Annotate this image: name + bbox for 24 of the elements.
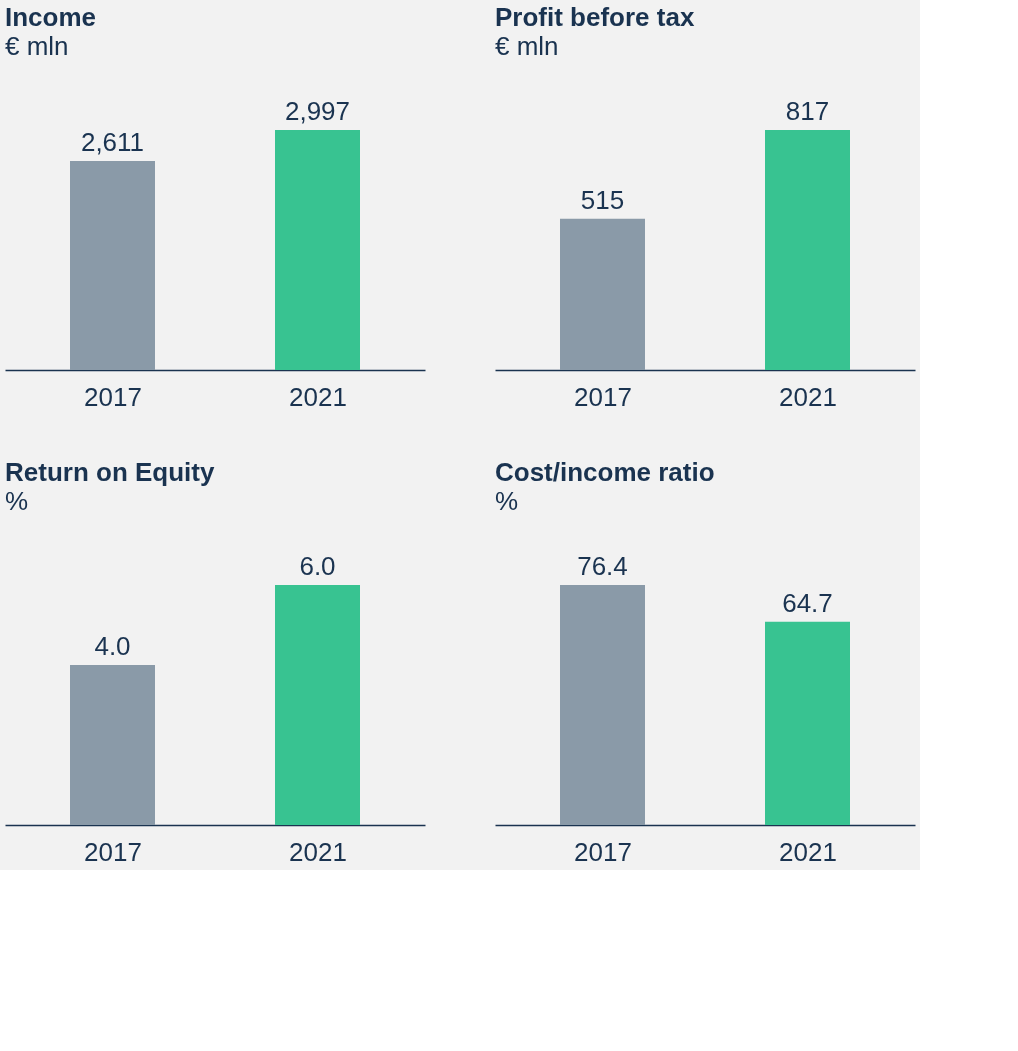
x-tick-label: 2021	[289, 381, 347, 412]
chart-title: Income	[5, 2, 97, 32]
x-tick-label: 2017	[574, 836, 632, 867]
data-label: 817	[785, 96, 830, 126]
x-tick-label: 2021	[289, 836, 347, 867]
x-tick-label: 2017	[574, 381, 632, 412]
x-tick-label: 2017	[84, 836, 142, 867]
x-tick-label: 2017	[84, 381, 142, 412]
data-label: 2,997	[284, 96, 351, 126]
data-label: 515	[580, 184, 625, 215]
x-tick-label: 2021	[779, 836, 837, 867]
data-label: 2,611	[80, 126, 145, 157]
data-label: 76.4	[577, 551, 628, 581]
data-label: 64.7	[782, 587, 833, 618]
data-label: 6.0	[299, 551, 336, 581]
data-label: 4.0	[94, 631, 131, 661]
chart-subtitle: %	[495, 486, 519, 516]
x-tick-label: 2021	[779, 381, 837, 412]
chart-title: Return on Equity	[5, 457, 215, 487]
chart-title: Profit before tax	[495, 2, 695, 32]
chart-title: Cost/income ratio	[495, 457, 715, 487]
chart-subtitle: € mln	[5, 31, 69, 61]
chart-subtitle: € mln	[495, 31, 559, 61]
chart-subtitle: %	[5, 486, 29, 516]
